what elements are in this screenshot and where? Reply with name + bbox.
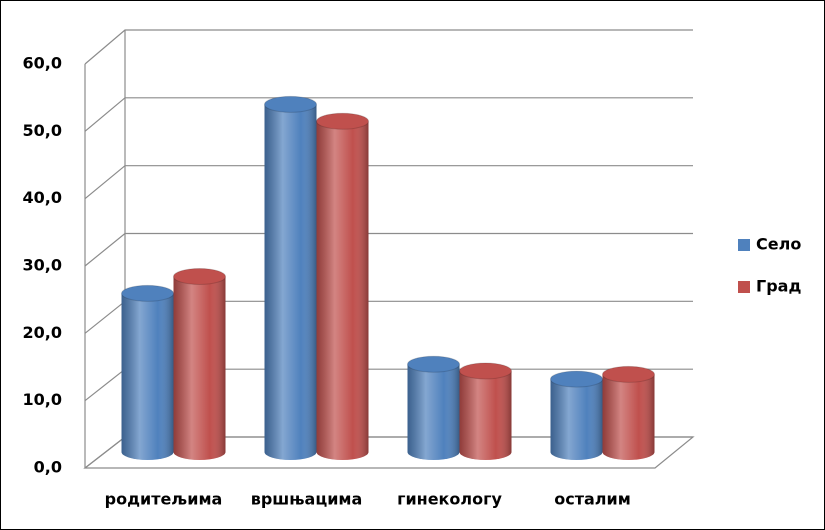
bar-top xyxy=(121,284,174,302)
bar-shading xyxy=(550,379,603,460)
legend-swatch xyxy=(738,281,750,293)
bar-top xyxy=(459,362,512,380)
bar-shading xyxy=(459,371,512,460)
bar-top xyxy=(407,355,460,373)
y-tick-label: 20,0 xyxy=(23,323,62,342)
bar-shading xyxy=(602,374,655,460)
y-tick-label: 0,0 xyxy=(34,458,62,477)
y-tick-label: 50,0 xyxy=(23,121,62,140)
y-tick-label: 30,0 xyxy=(23,256,62,275)
legend-label: Село xyxy=(756,235,801,254)
bar-top xyxy=(550,370,603,388)
legend-swatch xyxy=(738,239,750,251)
x-tick-label: вршњацима xyxy=(251,490,363,509)
legend-label: Град xyxy=(756,277,801,296)
bar-top xyxy=(602,365,655,383)
bar-shading xyxy=(264,104,317,460)
bar-shading xyxy=(407,364,460,460)
y-tick-label: 40,0 xyxy=(23,188,62,207)
y-tick-label: 10,0 xyxy=(23,390,62,409)
bar-shading xyxy=(121,293,174,460)
bar-top xyxy=(173,268,226,285)
bar-top xyxy=(264,95,317,113)
x-tick-label: гинекологу xyxy=(397,490,502,509)
bar-shading xyxy=(316,121,369,460)
x-tick-label: родитељима xyxy=(105,490,223,509)
bar-shading xyxy=(173,276,226,460)
x-tick-label: осталим xyxy=(554,490,631,509)
y-tick-label: 60,0 xyxy=(23,54,62,73)
bar-top xyxy=(316,112,369,130)
